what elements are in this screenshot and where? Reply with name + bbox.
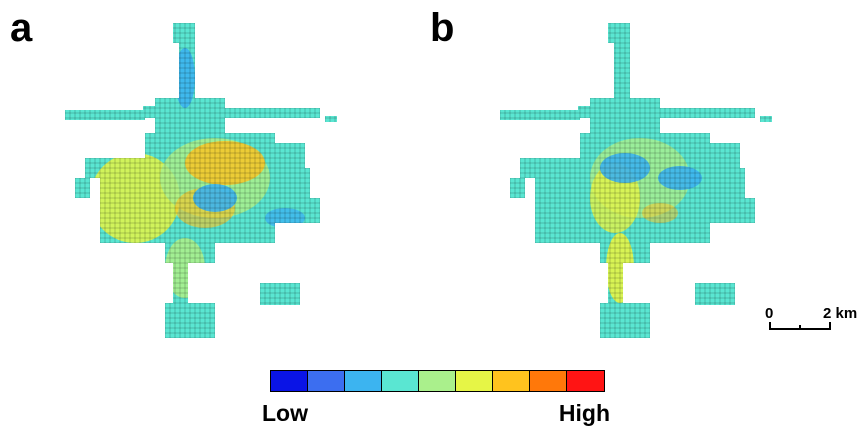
legend-swatch-8 (530, 371, 567, 391)
scale-bar-end-label: 2 km (823, 305, 858, 322)
map-grid (65, 23, 337, 338)
panel-label-a: a (10, 6, 33, 50)
legend-high-label: High (558, 400, 610, 426)
legend-low-label: Low (262, 400, 308, 426)
legend-swatch-5 (419, 371, 456, 391)
panel-label-b: b (430, 6, 455, 50)
legend-swatch-1 (271, 371, 308, 391)
scale-bar-start-label: 0 (765, 305, 774, 322)
legend-swatch-6 (456, 371, 493, 391)
scale-bar: 0 2 km (765, 305, 860, 335)
legend-swatch-9 (567, 371, 604, 391)
map-panel-a (65, 23, 337, 338)
legend-swatch-3 (345, 371, 382, 391)
legend-swatch-4 (382, 371, 419, 391)
legend-swatch-2 (308, 371, 345, 391)
map-panel-b (500, 23, 772, 338)
color-legend: Low High (262, 370, 610, 428)
legend-color-bar (270, 370, 605, 392)
scale-bar-line (769, 322, 831, 330)
map-grid (500, 23, 772, 338)
legend-swatch-7 (493, 371, 530, 391)
